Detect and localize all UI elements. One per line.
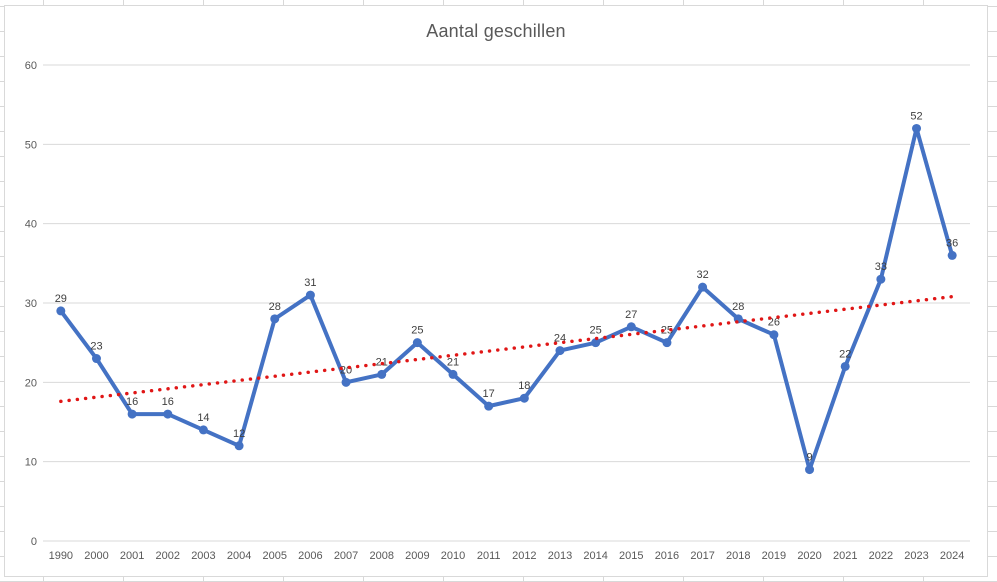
x-tick-label: 2012 [512, 550, 536, 562]
data-label: 9 [806, 452, 812, 464]
data-point[interactable] [769, 330, 779, 340]
y-tick-label: 20 [25, 377, 37, 389]
data-point[interactable] [198, 425, 208, 435]
data-point[interactable] [341, 377, 351, 387]
x-tick-label: 2022 [869, 550, 893, 562]
data-label: 33 [875, 261, 887, 273]
data-point[interactable] [412, 338, 422, 348]
x-tick-label: 2016 [655, 550, 679, 562]
data-point[interactable] [270, 314, 280, 324]
data-point[interactable] [840, 361, 850, 371]
data-label: 14 [197, 412, 209, 424]
data-point[interactable] [91, 354, 101, 364]
data-point[interactable] [377, 369, 387, 379]
x-axis-labels: 1990 2000 2001 2002 2003 2004 2005 2006 2007 2008… [49, 550, 965, 562]
data-label: 52 [910, 110, 922, 122]
trendline[interactable] [59, 294, 954, 404]
x-tick-label: 2005 [263, 550, 287, 562]
data-label: 16 [162, 396, 174, 408]
x-tick-label: 2011 [477, 550, 501, 562]
data-point[interactable] [305, 290, 315, 300]
data-label: 31 [304, 277, 316, 289]
x-tick-label: 2015 [619, 550, 643, 562]
data-label: 21 [447, 356, 459, 368]
data-label: 17 [483, 388, 495, 400]
data-point[interactable] [626, 322, 636, 332]
y-tick-label: 40 [25, 219, 37, 231]
x-tick-label: 2014 [583, 550, 607, 562]
data-point[interactable] [876, 274, 886, 284]
x-tick-label: 2020 [797, 550, 821, 562]
data-label: 32 [696, 269, 708, 281]
y-tick-label: 50 [25, 139, 37, 151]
plot: 0 10 20 30 40 50 60 1990 2000 2001 2002 2003 2004 200… [25, 60, 970, 562]
data-label: 29 [55, 293, 67, 305]
y-axis-labels: 0 10 20 30 40 50 60 [25, 60, 37, 548]
data-label: 25 [590, 325, 602, 337]
data-label: 28 [269, 301, 281, 313]
data-label: 25 [661, 325, 673, 337]
y-tick-label: 30 [25, 298, 37, 310]
data-point[interactable] [163, 409, 173, 419]
data-point[interactable] [947, 250, 957, 260]
data-label: 12 [233, 428, 245, 440]
x-tick-label: 2009 [405, 550, 429, 562]
data-label: 18 [518, 380, 530, 392]
data-label: 16 [126, 396, 138, 408]
data-label: 36 [946, 237, 958, 249]
data-point-markers [56, 123, 957, 475]
y-tick-label: 60 [25, 60, 37, 72]
data-point[interactable] [662, 338, 672, 348]
x-tick-label: 2000 [84, 550, 108, 562]
data-point[interactable] [519, 393, 529, 403]
x-tick-label: 2002 [156, 550, 180, 562]
x-tick-label: 2023 [904, 550, 928, 562]
x-tick-label: 2001 [120, 550, 144, 562]
y-tick-label: 0 [31, 536, 37, 548]
data-point[interactable] [555, 346, 565, 356]
x-tick-label: 2003 [191, 550, 215, 562]
data-point[interactable] [591, 338, 601, 348]
data-point[interactable] [234, 441, 244, 451]
data-label: 27 [625, 309, 637, 321]
x-tick-label: 2019 [762, 550, 786, 562]
x-tick-label: 2017 [690, 550, 714, 562]
data-label: 26 [768, 317, 780, 329]
x-tick-label: 2024 [940, 550, 964, 562]
chart-area[interactable]: Aantal geschillen 0 10 20 30 40 50 60 1990 2000 2… [4, 5, 988, 577]
gridlines [43, 64, 970, 542]
data-labels: 2923161614122831202125211718242527253228… [55, 110, 959, 463]
x-tick-label: 2006 [298, 550, 322, 562]
x-tick-label: 2010 [441, 550, 465, 562]
data-label: 23 [90, 341, 102, 353]
data-point[interactable] [912, 123, 922, 133]
data-point[interactable] [56, 306, 66, 316]
data-point[interactable] [484, 401, 494, 411]
x-tick-label: 2018 [726, 550, 750, 562]
data-point[interactable] [698, 282, 708, 292]
x-tick-label: 1990 [49, 550, 73, 562]
data-label: 28 [732, 301, 744, 313]
x-tick-label: 2004 [227, 550, 251, 562]
x-tick-label: 2007 [334, 550, 358, 562]
data-point[interactable] [448, 369, 458, 379]
x-tick-label: 2013 [548, 550, 572, 562]
data-point[interactable] [805, 465, 815, 475]
data-point[interactable] [127, 409, 137, 419]
x-tick-label: 2008 [369, 550, 393, 562]
data-label: 25 [411, 325, 423, 337]
series-line[interactable] [58, 126, 955, 472]
y-tick-label: 10 [25, 457, 37, 469]
data-label: 22 [839, 348, 851, 360]
chart-title: Aantal geschillen [426, 21, 566, 41]
x-tick-label: 2021 [833, 550, 857, 562]
